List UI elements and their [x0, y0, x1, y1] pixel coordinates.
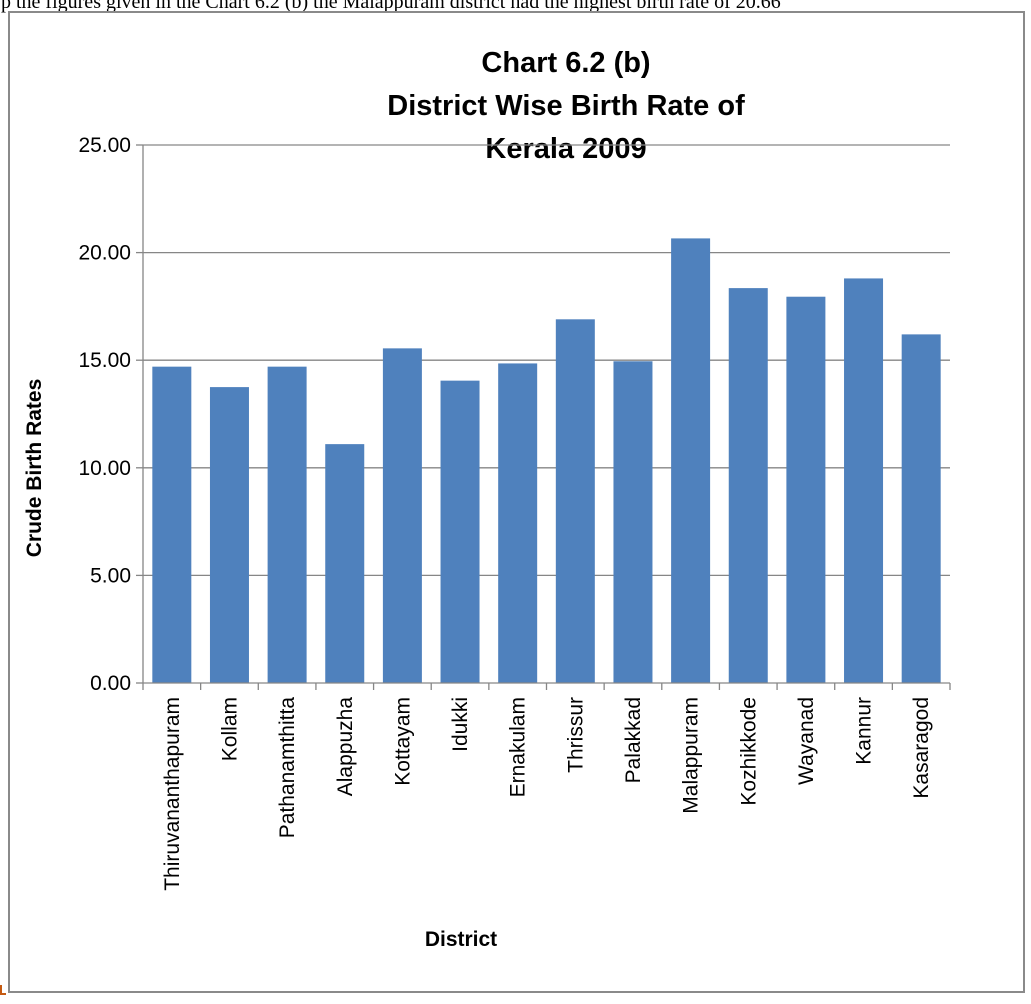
y-tick-label: 10.00: [78, 457, 131, 480]
bar: [728, 288, 768, 683]
bar: [325, 444, 365, 683]
bar: [613, 361, 653, 683]
bar: [267, 366, 307, 683]
x-tick-label: Ernakulam: [507, 697, 530, 797]
x-tick-label: Kottayam: [391, 697, 414, 786]
y-tick-label: 25.00: [78, 134, 131, 157]
bar: [786, 296, 826, 683]
bars: [152, 238, 941, 684]
x-tick-label: Kozhikkode: [737, 697, 760, 806]
x-tick-label: Alappuzha: [334, 697, 357, 797]
bar: [382, 348, 422, 683]
x-tick-label: Thrissur: [564, 697, 587, 773]
chart-title-line-2: District Wise Birth Rate of: [387, 90, 745, 122]
chart-title: Chart 6.2 (b) District Wise Birth Rate o…: [387, 47, 745, 165]
y-tick-label: 5.00: [90, 564, 131, 587]
chart-title-line-1: Chart 6.2 (b): [481, 47, 650, 79]
axes: [136, 144, 951, 690]
x-tick-labels: Thiruvananthapuram Kollam Pathanamthitta Al…: [161, 697, 933, 891]
caption-fragment-text: p the figures given in the Chart 6.2 (b)…: [1, 0, 781, 13]
x-tick-label: Thiruvananthapuram: [161, 697, 184, 891]
bar: [498, 363, 538, 683]
bar: [209, 387, 249, 683]
bar: [671, 238, 711, 684]
x-tick-label: Malappuram: [680, 697, 703, 814]
x-tick-label: Pathanamthitta: [276, 697, 299, 839]
bar: [901, 334, 941, 683]
bar: [152, 366, 192, 683]
x-tick-label: Kollam: [218, 697, 241, 761]
gridlines: [143, 144, 950, 577]
y-tick-label: 15.00: [78, 349, 131, 372]
y-tick-label: 20.00: [78, 242, 131, 265]
x-tick-label: Idukki: [449, 697, 472, 752]
x-tick-label: Palakkad: [622, 697, 645, 783]
x-tick-label: Kannur: [853, 697, 876, 765]
y-tick-label: 0.00: [90, 672, 131, 695]
x-tick-label: Wayanad: [795, 697, 818, 785]
x-axis-title: District: [425, 928, 497, 951]
y-axis-title: Crude Birth Rates: [23, 379, 46, 558]
bar: [844, 278, 884, 683]
corner-mark: [0, 985, 6, 995]
bar: [555, 319, 595, 683]
x-tick-label: Kasaragod: [910, 697, 933, 799]
chart-title-line-3: Kerala 2009: [485, 133, 646, 165]
caption-fragment: p the figures given in the Chart 6.2 (b)…: [0, 0, 1031, 14]
bar: [440, 380, 480, 683]
y-tick-labels: 0.00 5.00 10.00 15.00 20.00 25.00: [78, 134, 131, 695]
